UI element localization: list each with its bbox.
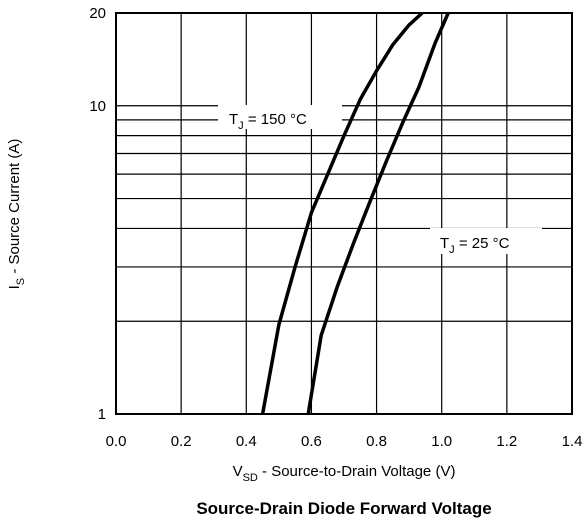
- x-tick-label: 1.4: [562, 433, 583, 450]
- x-axis-label-rest: - Source-to-Drain Voltage (V): [258, 463, 456, 480]
- x-axis-label-sub: SD: [243, 472, 258, 484]
- series-label-150c-sub: J: [238, 120, 244, 132]
- series-line-25c: [306, 12, 450, 415]
- x-tick-label: 0.2: [171, 433, 192, 450]
- y-axis-label-rest: - Source Current (A): [6, 139, 23, 278]
- series-label-25c-main: T: [440, 235, 449, 252]
- series-label-150c: TJ = 150 °C: [218, 105, 342, 132]
- series-label-150c-rest: = 150 °C: [244, 111, 307, 128]
- tick-layer: 0.0 0.2 0.4 0.6 0.8 1.0 1.2 1.4 1 10 20: [89, 5, 582, 450]
- chart-title: Source-Drain Diode Forward Voltage: [196, 499, 491, 518]
- y-axis-label-sub: S: [15, 278, 27, 285]
- series-label-25c: TJ = 25 °C: [430, 228, 542, 256]
- y-axis-label-main: I: [6, 285, 23, 289]
- x-tick-label: 0.8: [366, 433, 387, 450]
- x-tick-label: 0.0: [106, 433, 127, 450]
- svg-text:TJ = 150 °C: TJ = 150 °C: [229, 111, 307, 132]
- y-tick-label: 10: [89, 98, 106, 115]
- x-tick-label: 1.2: [496, 433, 517, 450]
- y-tick-label: 20: [89, 5, 106, 22]
- grid-layer: [116, 13, 572, 414]
- x-axis-label-main: V: [233, 463, 243, 480]
- series-layer: [260, 11, 450, 415]
- svg-text:TJ = 25 °C: TJ = 25 °C: [440, 235, 510, 256]
- y-tick-label: 1: [98, 406, 106, 423]
- series-label-25c-rest: = 25 °C: [455, 235, 510, 252]
- x-tick-label: 0.4: [236, 433, 257, 450]
- plot-frame: [115, 12, 573, 415]
- y-axis-label: IS - Source Current (A): [6, 139, 27, 290]
- series-line-150c: [260, 11, 424, 415]
- x-tick-label: 1.0: [431, 433, 452, 450]
- x-tick-label: 0.6: [301, 433, 322, 450]
- series-label-150c-main: T: [229, 111, 238, 128]
- series-label-25c-sub: J: [449, 244, 455, 256]
- x-axis-label: VSD - Source-to-Drain Voltage (V): [233, 463, 456, 484]
